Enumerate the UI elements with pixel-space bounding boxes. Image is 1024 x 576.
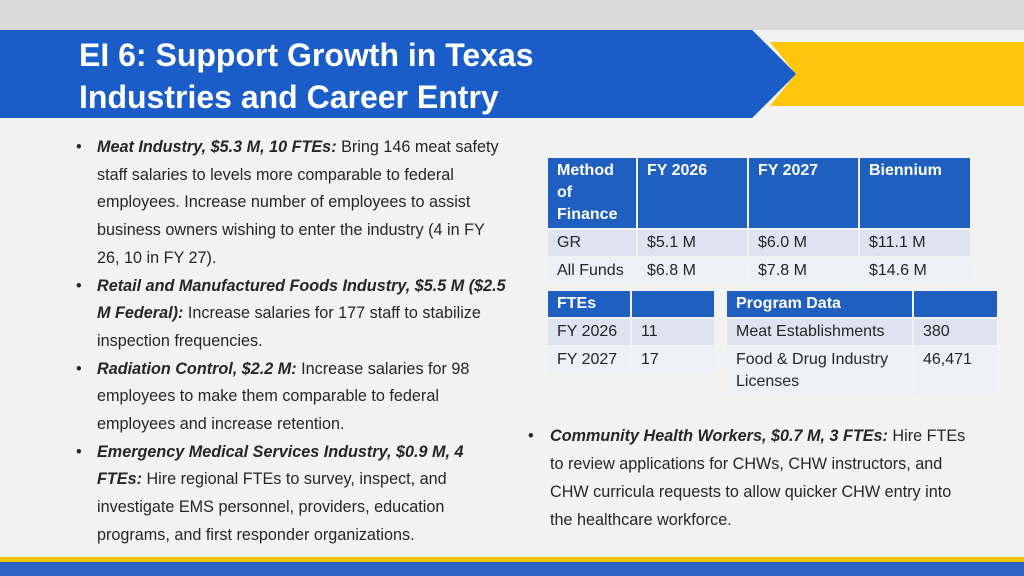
program-data-table: Program Data Meat Establishments 380 Foo… xyxy=(725,289,999,397)
bullet-lead: Community Health Workers, $0.7 M, 3 FTEs… xyxy=(550,427,888,445)
table-header-cell xyxy=(632,291,714,317)
bullet-radiation-control: Radiation Control, $2.2 M: Increase sala… xyxy=(76,356,506,439)
table-header-row: Program Data xyxy=(727,291,997,317)
bullet-text: Bring 146 meat safety staff salaries to … xyxy=(97,138,499,267)
bullet-text: Hire FTEs to review applications for CHW… xyxy=(550,427,966,529)
bullet-community-health-workers: Community Health Workers, $0.7 M, 3 FTEs… xyxy=(528,422,968,534)
bullet-retail-foods: Retail and Manufactured Foods Industry, … xyxy=(76,273,506,356)
table-cell: $14.6 M xyxy=(860,258,970,284)
table-header-cell: Program Data xyxy=(727,291,912,317)
footer-gold-stripe xyxy=(0,557,1024,562)
gold-arrow-band xyxy=(770,42,1024,106)
table-row: FY 2027 17 xyxy=(548,347,714,373)
table-cell: 46,471 xyxy=(914,347,997,395)
page-title: EI 6: Support Growth in Texas Industries… xyxy=(79,34,679,118)
table-cell: 11 xyxy=(632,319,714,345)
table-cell: 380 xyxy=(914,319,997,345)
left-bullet-list: Meat Industry, $5.3 M, 10 FTEs: Bring 14… xyxy=(76,134,506,550)
table-cell: $7.8 M xyxy=(749,258,858,284)
bullet-meat-industry: Meat Industry, $5.3 M, 10 FTEs: Bring 14… xyxy=(76,134,506,273)
bullet-text: Hire regional FTEs to survey, inspect, a… xyxy=(97,470,447,544)
table-row: Meat Establishments 380 xyxy=(727,319,997,345)
table-cell: FY 2027 xyxy=(548,347,630,373)
table-header-cell: FTEs xyxy=(548,291,630,317)
top-band xyxy=(0,0,1024,30)
bullet-lead: Meat Industry, $5.3 M, 10 FTEs: xyxy=(97,138,337,156)
table-header-row: FTEs xyxy=(548,291,714,317)
bullet-text: Increase salaries for 177 staff to stabi… xyxy=(97,304,481,350)
method-of-finance-table: Method of Finance FY 2026 FY 2027 Bienni… xyxy=(546,156,972,286)
table-header-cell xyxy=(914,291,997,317)
table-cell: All Funds xyxy=(548,258,636,284)
chw-bullet-block: Community Health Workers, $0.7 M, 3 FTEs… xyxy=(528,422,968,534)
table-cell: GR xyxy=(548,230,636,256)
ftes-table: FTEs FY 2026 11 FY 2027 17 xyxy=(546,289,716,375)
table-header-cell: Biennium xyxy=(860,158,970,228)
bullet-ems-industry: Emergency Medical Services Industry, $0.… xyxy=(76,439,506,550)
title-line-1: EI 6: Support Growth in Texas xyxy=(79,37,534,73)
table-cell: $6.0 M xyxy=(749,230,858,256)
table-header-cell: FY 2027 xyxy=(749,158,858,228)
table-cell: 17 xyxy=(632,347,714,373)
table-cell: $5.1 M xyxy=(638,230,747,256)
table-cell: FY 2026 xyxy=(548,319,630,345)
table-cell: $11.1 M xyxy=(860,230,970,256)
table-row: All Funds $6.8 M $7.8 M $14.6 M xyxy=(548,258,970,284)
table-cell: Food & Drug Industry Licenses xyxy=(727,347,912,395)
table-cell: $6.8 M xyxy=(638,258,747,284)
footer-blue-bar xyxy=(0,562,1024,576)
bullet-text: Increase salaries for 98 employees to ma… xyxy=(97,359,470,434)
table-row: GR $5.1 M $6.0 M $11.1 M xyxy=(548,230,970,256)
table-cell: Meat Establishments xyxy=(727,319,912,345)
bullet-lead: Emergency Medical Services Industry, $0.… xyxy=(97,442,464,489)
table-row: FY 2026 11 xyxy=(548,319,714,345)
table-header-cell: FY 2026 xyxy=(638,158,747,228)
blue-arrow-band xyxy=(0,30,796,118)
bullet-lead: Retail and Manufactured Foods Industry, … xyxy=(97,276,506,323)
table-row: Food & Drug Industry Licenses 46,471 xyxy=(727,347,997,395)
bullet-lead: Radiation Control, $2.2 M: xyxy=(97,359,297,378)
table-header-cell: Method of Finance xyxy=(548,158,636,228)
table-header-row: Method of Finance FY 2026 FY 2027 Bienni… xyxy=(548,158,970,228)
title-line-2: Industries and Career Entry xyxy=(79,79,499,115)
